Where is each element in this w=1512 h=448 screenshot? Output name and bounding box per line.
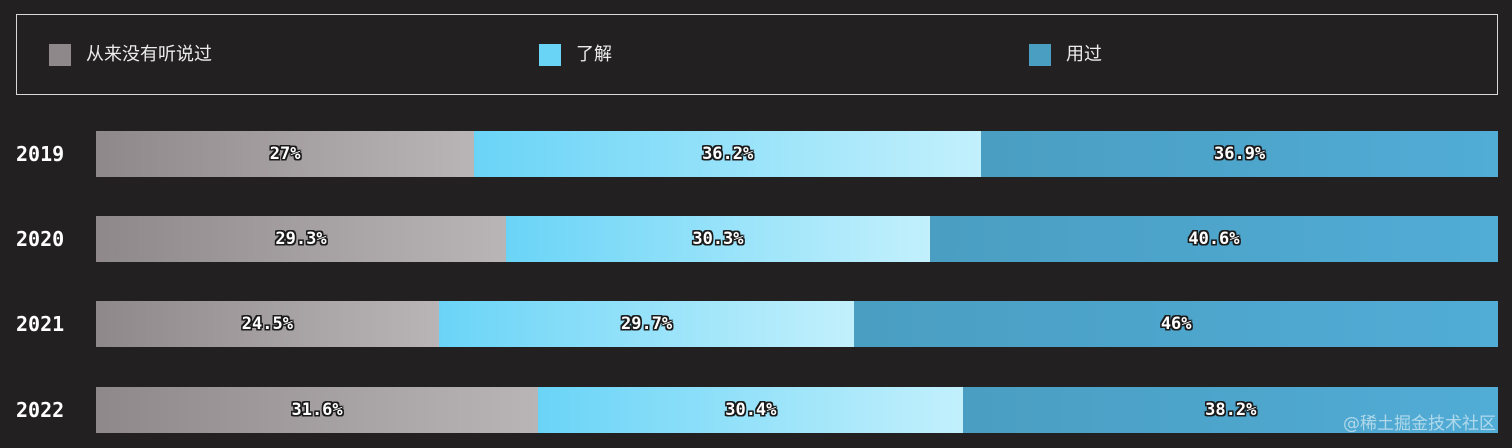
data-label-used-2022: 38.2% xyxy=(1205,400,1257,420)
chart-legend: 从来没有听说过 了解 用过 xyxy=(16,14,1498,95)
bar-segment-used-2019: 36.9% xyxy=(981,131,1498,177)
legend-item-used: 用过 xyxy=(1029,44,1102,66)
bar-segment-never-heard-2020: 29.3% xyxy=(96,216,506,262)
bar-row-2020: 2020 29.3% 30.3% 40.6% xyxy=(0,216,1512,262)
stacked-bar-2021: 24.5% 29.7% 46% xyxy=(96,301,1498,347)
stacked-bar-2019: 27% 36.2% 36.9% xyxy=(96,131,1498,177)
legend-item-know-about: 了解 xyxy=(539,44,612,66)
bar-segment-used-2022: 38.2% xyxy=(963,387,1498,433)
bar-segment-know-about-2021: 29.7% xyxy=(438,301,855,347)
bar-row-2022: 2022 31.6% 30.4% 38.2% xyxy=(0,387,1512,433)
data-label-know-about-2019: 36.2% xyxy=(702,144,754,164)
bar-row-2019: 2019 27% 36.2% 36.9% xyxy=(0,131,1512,177)
stacked-bar-2020: 29.3% 30.3% 40.6% xyxy=(96,216,1498,262)
category-label-2020: 2020 xyxy=(16,227,65,251)
category-label-2019: 2019 xyxy=(16,142,65,166)
bar-segment-used-2020: 40.6% xyxy=(929,216,1498,262)
data-label-know-about-2021: 29.7% xyxy=(620,314,673,334)
data-label-used-2019: 36.9% xyxy=(1213,144,1266,164)
data-label-know-about-2020: 30.3% xyxy=(692,229,744,249)
data-label-never-heard-2021: 24.5% xyxy=(241,314,293,334)
stacked-bar-2022: 31.6% 30.4% 38.2% xyxy=(96,387,1498,433)
legend-label-used: 用过 xyxy=(1066,44,1102,65)
bar-segment-never-heard-2019: 27% xyxy=(96,131,475,177)
data-label-never-heard-2020: 29.3% xyxy=(275,229,327,249)
legend-swatch-never-heard xyxy=(49,44,71,66)
category-label-2021: 2021 xyxy=(16,312,65,336)
bar-segment-know-about-2020: 30.3% xyxy=(505,216,930,262)
legend-label-know-about: 了解 xyxy=(576,44,612,65)
data-label-used-2020: 40.6% xyxy=(1188,229,1240,249)
data-label-used-2021: 46% xyxy=(1160,314,1192,334)
legend-item-never-heard: 从来没有听说过 xyxy=(49,44,212,66)
data-label-never-heard-2019: 27% xyxy=(269,144,301,164)
watermark: @稀土掘金技术社区 xyxy=(1343,414,1496,434)
bar-segment-never-heard-2022: 31.6% xyxy=(96,387,539,433)
legend-label-never-heard: 从来没有听说过 xyxy=(86,44,212,65)
bar-segment-know-about-2022: 30.4% xyxy=(538,387,964,433)
data-label-never-heard-2022: 31.6% xyxy=(291,400,343,420)
legend-swatch-know-about xyxy=(539,44,561,66)
bar-segment-never-heard-2021: 24.5% xyxy=(96,301,439,347)
bar-segment-used-2021: 46% xyxy=(854,301,1498,347)
bar-row-2021: 2021 24.5% 29.7% 46% xyxy=(0,301,1512,347)
category-label-2022: 2022 xyxy=(16,398,65,422)
data-label-know-about-2022: 30.4% xyxy=(725,400,777,420)
bar-segment-know-about-2019: 36.2% xyxy=(474,131,982,177)
legend-swatch-used xyxy=(1029,44,1051,66)
